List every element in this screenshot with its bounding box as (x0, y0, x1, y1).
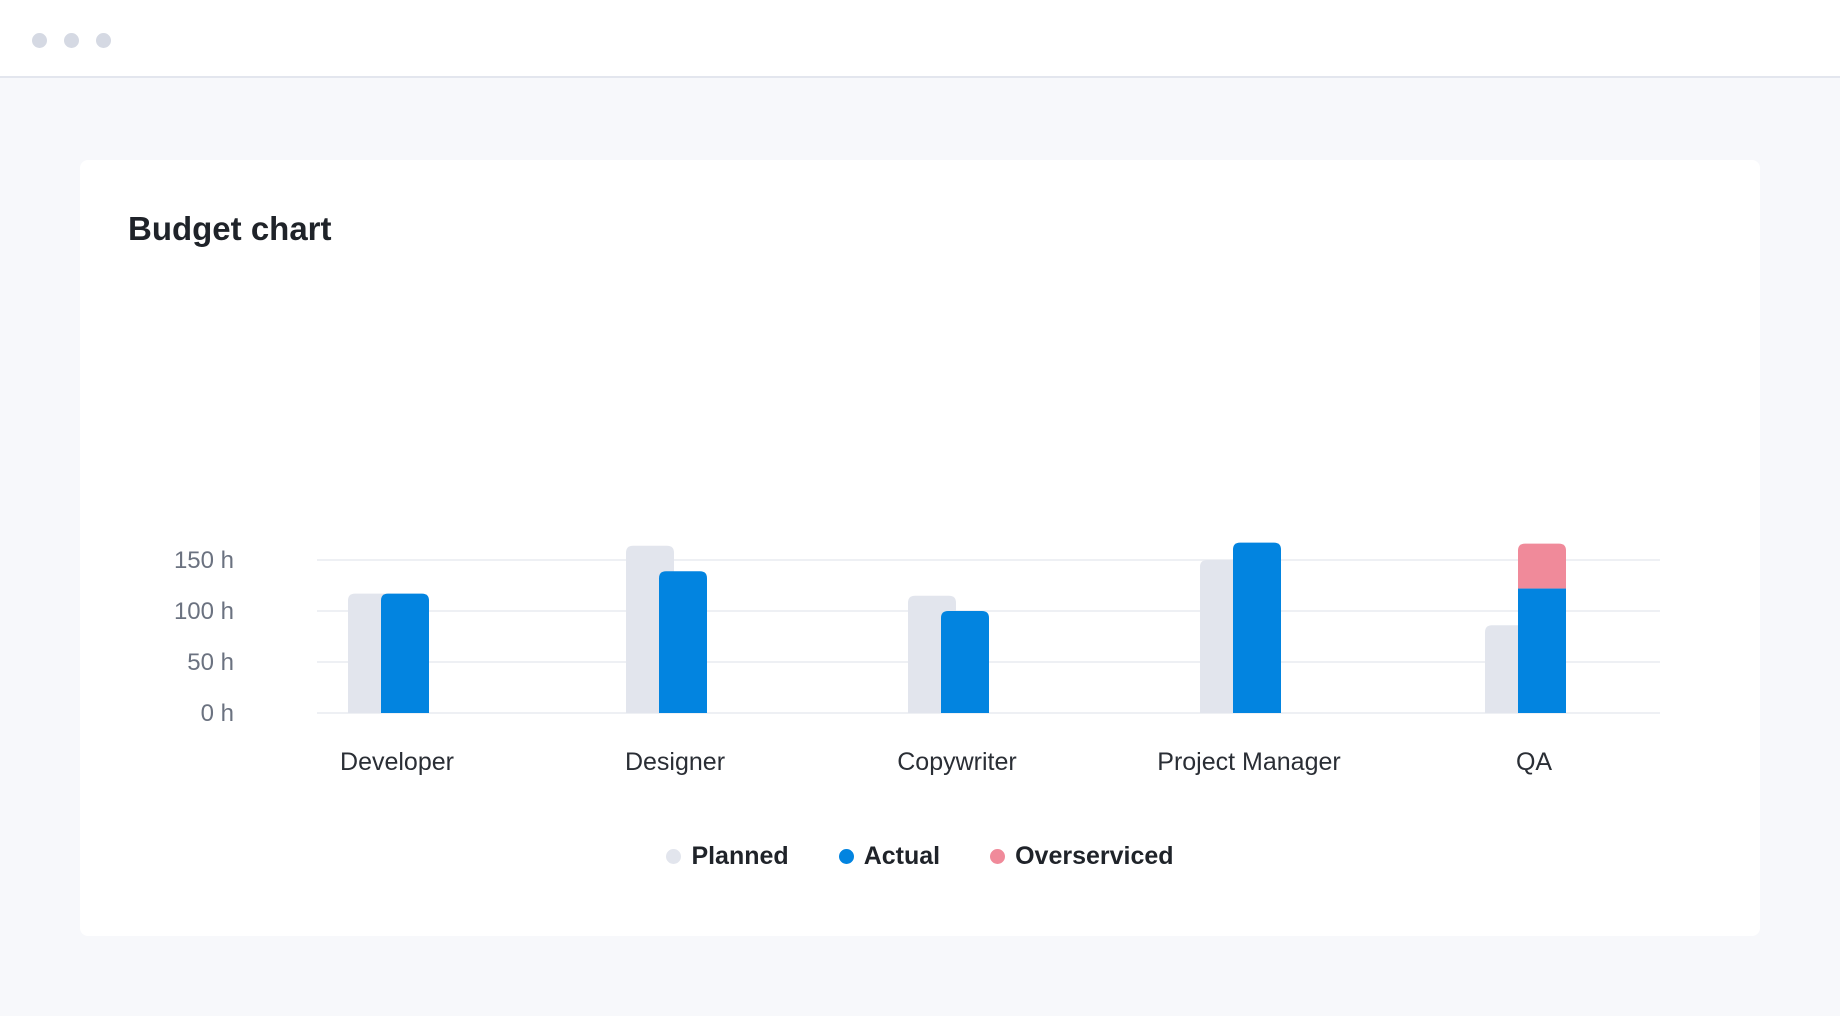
legend-label-overserviced: Overserviced (1015, 842, 1174, 870)
x-category-label: Project Manager (1157, 748, 1340, 776)
x-category-label: Developer (340, 748, 454, 776)
y-tick-label: 100 h (174, 598, 234, 625)
bar-actual (659, 571, 707, 713)
chart-legend: Planned Actual Overserviced (80, 842, 1760, 871)
legend-swatch-overserviced (990, 849, 1006, 864)
bar-actual (1233, 542, 1281, 713)
bar-overserviced (1518, 543, 1566, 589)
window-control-dot[interactable] (64, 33, 79, 48)
bar-actual (941, 611, 989, 713)
y-tick-label: 150 h (174, 547, 234, 574)
window-control-dot[interactable] (96, 33, 111, 48)
chart-title: Budget chart (128, 210, 332, 247)
x-category-label: QA (1516, 748, 1552, 776)
y-tick-label: 0 h (201, 700, 234, 727)
legend-swatch-actual (838, 849, 854, 864)
y-tick-label: 50 h (187, 649, 234, 676)
legend-item-planned: Planned (666, 842, 789, 871)
x-category-label: Copywriter (897, 748, 1016, 776)
legend-item-actual: Actual (838, 842, 941, 871)
window-control-dot[interactable] (32, 33, 47, 48)
legend-label-actual: Actual (863, 842, 941, 870)
budget-chart-card: Budget chart 0 h 50 h 100 h 150 h Developer D… (80, 160, 1760, 936)
legend-label-planned: Planned (691, 842, 789, 870)
legend-item-overserviced: Overserviced (990, 842, 1174, 871)
window-title-bar (0, 0, 1840, 78)
budget-bar-chart: 0 h 50 h 100 h 150 h Developer Designer Copywr… (174, 542, 1660, 776)
bar-actual (381, 593, 429, 713)
x-category-label: Designer (625, 748, 725, 776)
legend-swatch-planned (666, 849, 682, 864)
bar-actual (1518, 588, 1566, 713)
